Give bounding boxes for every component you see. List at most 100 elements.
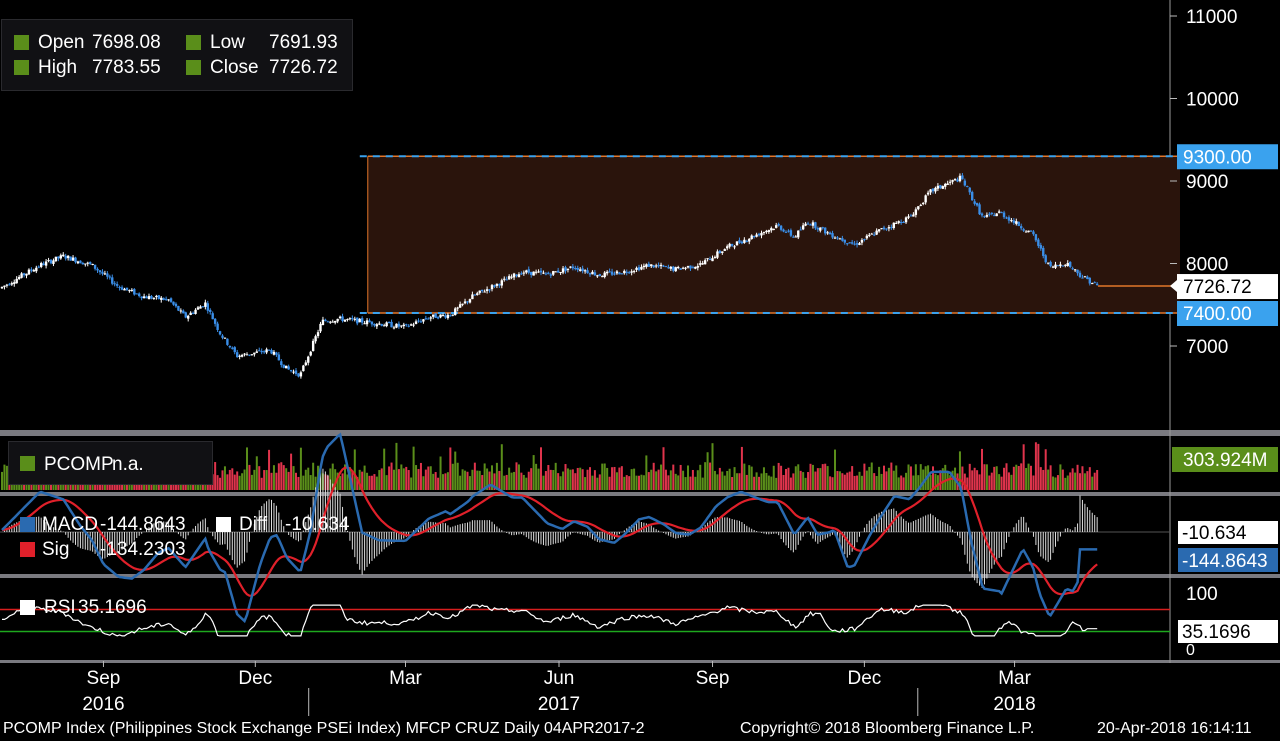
candle-body: [1012, 220, 1016, 223]
volume-bar: [1081, 466, 1084, 490]
candle-body: [32, 270, 36, 272]
candle-body: [767, 230, 771, 232]
candle-body: [995, 213, 998, 217]
volume-bar: [576, 467, 579, 490]
candle-body: [326, 321, 330, 323]
ohlc-legend: [1, 19, 353, 91]
candle-body: [1073, 269, 1077, 271]
volume-bar: [287, 471, 290, 490]
candle-body: [623, 270, 626, 274]
candle-body: [596, 275, 599, 277]
volume-bar: [907, 464, 910, 490]
x-tick-label: Dec: [847, 668, 881, 689]
candle-body: [848, 242, 851, 244]
candle-body: [843, 239, 846, 243]
candles: [0, 173, 1099, 379]
y-tick-label: 8000: [1186, 255, 1228, 276]
candle-body: [640, 266, 643, 270]
volume-bar: [672, 464, 675, 490]
candle-body: [346, 319, 349, 321]
volume-bar: [243, 469, 246, 490]
footer-timestamp: 20-Apr-2018 16:14:11: [1097, 720, 1252, 737]
volume-bar: [919, 464, 922, 490]
volume-bar: [1025, 468, 1028, 490]
volume-bar: [936, 475, 939, 490]
year-label: 2016: [82, 694, 124, 715]
candle-body: [591, 271, 594, 275]
candle-body: [297, 373, 300, 377]
volume-bar: [513, 471, 516, 490]
candle-body: [922, 202, 925, 204]
volume-bar: [221, 470, 224, 490]
candle-body: [108, 276, 111, 278]
volume-bar: [963, 473, 966, 490]
volume-bar: [454, 451, 457, 490]
candle-body: [757, 233, 761, 236]
candle-body: [554, 271, 557, 273]
candle-body: [792, 236, 795, 238]
x-tick-label: Mar: [998, 668, 1031, 689]
volume-bar: [307, 467, 310, 490]
volume-bar: [370, 475, 373, 490]
candle-body: [966, 186, 969, 188]
volume-bar: [650, 469, 653, 490]
candle-body: [348, 318, 352, 320]
candle-body: [696, 266, 699, 268]
volume-bar: [508, 467, 511, 490]
volume-bar: [603, 463, 606, 490]
rsi-tag: [1178, 620, 1278, 643]
candle-body: [814, 222, 817, 229]
candle-body: [334, 320, 337, 323]
volume-bar: [797, 464, 800, 490]
candle-body: [975, 203, 979, 206]
candle-body: [1015, 221, 1018, 224]
volume-bar: [887, 467, 890, 490]
volume-bar: [1064, 477, 1067, 490]
x-tick-label: Sep: [87, 668, 121, 689]
last-close-tag-arrow: [1170, 280, 1177, 293]
candle-body: [669, 266, 673, 269]
candle-body: [645, 264, 648, 267]
candle-body: [405, 324, 408, 326]
volume-bar: [789, 477, 792, 490]
candle-body: [1071, 268, 1074, 270]
candle-body: [723, 249, 726, 251]
volume-swatch: [20, 456, 35, 471]
candle-body: [804, 223, 807, 226]
volume-bar: [704, 462, 707, 490]
candle-body: [544, 273, 548, 275]
volume-bar: [738, 473, 741, 490]
candle-body: [302, 365, 305, 372]
candle-body: [510, 276, 513, 278]
candle-body: [703, 260, 707, 265]
volume-bar: [329, 468, 332, 490]
candle-body: [498, 284, 501, 286]
candle-body: [245, 354, 249, 356]
candle-body: [52, 260, 55, 264]
candle-body: [383, 325, 386, 327]
candle-body: [1034, 234, 1038, 241]
volume-bar: [615, 472, 618, 490]
candle-body: [681, 267, 685, 269]
candle-body: [1064, 264, 1067, 266]
volume-bar: [5, 465, 8, 490]
volume-bar: [713, 470, 716, 490]
volume-bar: [334, 469, 337, 490]
volume-bar: [684, 477, 687, 490]
candle-body: [79, 260, 82, 264]
candle-body: [721, 251, 724, 253]
diff-label: Diff: [239, 514, 268, 535]
candle-body: [199, 306, 202, 309]
volume-bar: [701, 477, 704, 490]
volume-bar: [628, 476, 631, 490]
candle-body: [988, 213, 991, 215]
volume-bar: [726, 470, 729, 490]
volume-bar: [380, 468, 383, 490]
volume-bar: [968, 463, 971, 490]
candle-body: [209, 309, 212, 313]
volume-bar: [471, 469, 474, 490]
candle-body: [868, 234, 871, 236]
volume-bar: [314, 476, 317, 490]
x-tick-label: Sep: [696, 668, 730, 689]
candle-body: [1049, 261, 1052, 267]
